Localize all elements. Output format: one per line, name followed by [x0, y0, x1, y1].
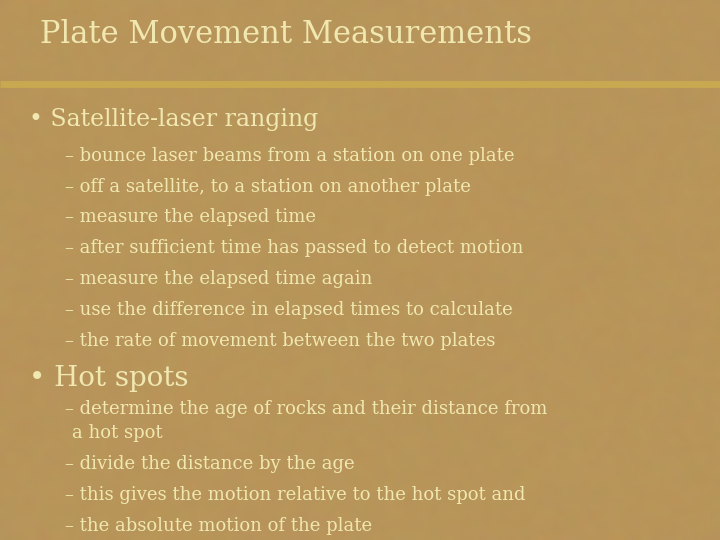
Text: – measure the elapsed time: – measure the elapsed time [65, 208, 316, 226]
Text: – the absolute motion of the plate: – the absolute motion of the plate [65, 517, 372, 535]
Text: • Satellite-laser ranging: • Satellite-laser ranging [29, 108, 318, 131]
Text: – determine the age of rocks and their distance from: – determine the age of rocks and their d… [65, 400, 547, 418]
Text: – the rate of movement between the two plates: – the rate of movement between the two p… [65, 332, 495, 349]
Text: – after sufficient time has passed to detect motion: – after sufficient time has passed to de… [65, 239, 523, 257]
Text: – use the difference in elapsed times to calculate: – use the difference in elapsed times to… [65, 301, 513, 319]
Text: – off a satellite, to a station on another plate: – off a satellite, to a station on anoth… [65, 178, 471, 195]
Text: • Hot spots: • Hot spots [29, 365, 189, 392]
Text: Plate Movement Measurements: Plate Movement Measurements [40, 19, 531, 50]
Text: – measure the elapsed time again: – measure the elapsed time again [65, 270, 372, 288]
Text: – divide the distance by the age: – divide the distance by the age [65, 455, 354, 473]
Text: a hot spot: a hot spot [72, 424, 163, 442]
Text: – this gives the motion relative to the hot spot and: – this gives the motion relative to the … [65, 486, 526, 504]
Text: – bounce laser beams from a station on one plate: – bounce laser beams from a station on o… [65, 147, 514, 165]
